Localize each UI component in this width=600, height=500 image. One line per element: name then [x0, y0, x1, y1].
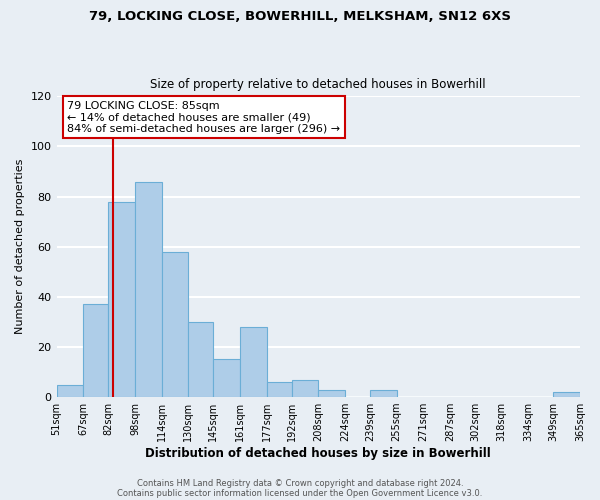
Bar — [135, 182, 161, 397]
Bar — [240, 327, 266, 397]
Text: 79 LOCKING CLOSE: 85sqm
← 14% of detached houses are smaller (49)
84% of semi-de: 79 LOCKING CLOSE: 85sqm ← 14% of detache… — [67, 101, 340, 134]
Text: 79, LOCKING CLOSE, BOWERHILL, MELKSHAM, SN12 6XS: 79, LOCKING CLOSE, BOWERHILL, MELKSHAM, … — [89, 10, 511, 23]
Bar — [188, 322, 213, 397]
Text: Contains public sector information licensed under the Open Government Licence v3: Contains public sector information licen… — [118, 488, 482, 498]
Bar — [56, 384, 83, 397]
Bar — [161, 252, 188, 397]
Y-axis label: Number of detached properties: Number of detached properties — [15, 159, 25, 334]
Bar — [213, 360, 240, 397]
Bar — [370, 390, 397, 397]
Bar — [292, 380, 318, 397]
Bar — [553, 392, 580, 397]
Bar — [83, 304, 108, 397]
Bar — [108, 202, 135, 397]
Text: Contains HM Land Registry data © Crown copyright and database right 2024.: Contains HM Land Registry data © Crown c… — [137, 478, 463, 488]
Bar — [318, 390, 345, 397]
Title: Size of property relative to detached houses in Bowerhill: Size of property relative to detached ho… — [151, 78, 486, 91]
Bar — [266, 382, 292, 397]
X-axis label: Distribution of detached houses by size in Bowerhill: Distribution of detached houses by size … — [145, 447, 491, 460]
